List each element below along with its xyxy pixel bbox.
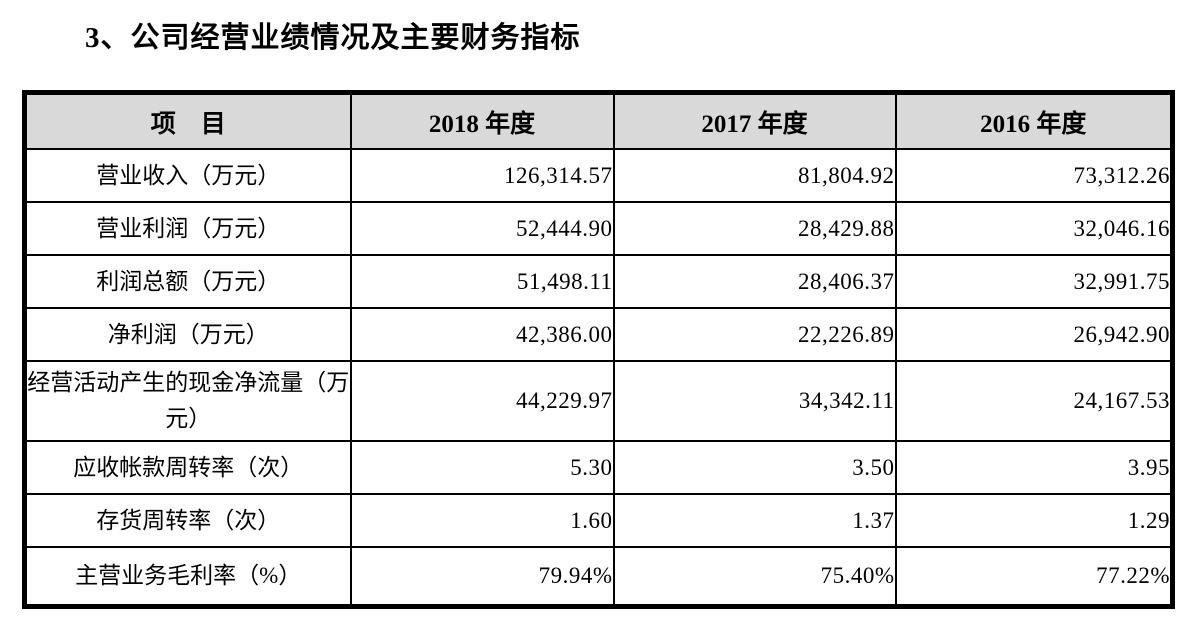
value-cell: 22,226.89 [612, 307, 897, 362]
value-cell: 51,498.11 [349, 254, 615, 309]
value-cell: 42,386.00 [349, 307, 615, 362]
table-row-operating-revenue: 营业收入（万元） 126,314.57 81,804.92 73,312.26 [23, 148, 1174, 203]
value-cell: 126,314.57 [349, 148, 615, 203]
value-cell: 28,406.37 [612, 254, 897, 309]
table-row-operating-profit: 营业利润（万元） 52,444.90 28,429.88 32,046.16 [23, 201, 1174, 256]
financial-indicators-table: 项 目 2018 年度 2017 年度 2016 年度 营业收入（万元） 126… [22, 90, 1175, 609]
section-title: 3、公司经营业绩情况及主要财务指标 [85, 22, 581, 54]
value-cell: 81,804.92 [612, 148, 897, 203]
value-cell: 3.50 [612, 440, 897, 495]
table-row-receivables-turnover: 应收帐款周转率（次） 5.30 3.50 3.95 [23, 440, 1174, 495]
value-cell: 26,942.90 [894, 307, 1174, 362]
table-row-total-profit: 利润总额（万元） 51,498.11 28,406.37 32,991.75 [23, 254, 1174, 309]
row-label: 主营业务毛利率（%） [23, 546, 352, 608]
value-cell: 73,312.26 [894, 148, 1174, 203]
value-cell: 3.95 [894, 440, 1174, 495]
value-cell: 1.37 [612, 493, 897, 548]
value-cell: 34,342.11 [612, 360, 897, 442]
value-cell: 5.30 [349, 440, 615, 495]
row-label: 净利润（万元） [23, 307, 352, 362]
header-cell-2016: 2016 年度 [894, 91, 1174, 150]
table-row-net-profit: 净利润（万元） 42,386.00 22,226.89 26,942.90 [23, 307, 1174, 362]
table-row-gross-margin: 主营业务毛利率（%） 79.94% 75.40% 77.22% [23, 546, 1174, 608]
table-row-inventory-turnover: 存货周转率（次） 1.60 1.37 1.29 [23, 493, 1174, 548]
row-label: 利润总额（万元） [23, 254, 352, 309]
value-cell: 1.60 [349, 493, 615, 548]
value-cell: 32,991.75 [894, 254, 1174, 309]
row-label: 应收帐款周转率（次） [23, 440, 352, 495]
value-cell: 28,429.88 [612, 201, 897, 256]
value-cell: 24,167.53 [894, 360, 1174, 442]
row-label: 营业利润（万元） [23, 201, 352, 256]
row-label: 存货周转率（次） [23, 493, 352, 548]
row-label: 营业收入（万元） [23, 148, 352, 203]
value-cell: 77.22% [894, 546, 1174, 608]
value-cell: 52,444.90 [349, 201, 615, 256]
value-cell: 79.94% [349, 546, 615, 608]
header-cell-item: 项 目 [23, 91, 352, 150]
value-cell: 75.40% [612, 546, 897, 608]
value-cell: 32,046.16 [894, 201, 1174, 256]
value-cell: 44,229.97 [349, 360, 615, 442]
table-row-operating-cash-flow: 经营活动产生的现金净流量（万元） 44,229.97 34,342.11 24,… [23, 360, 1174, 442]
row-label: 经营活动产生的现金净流量（万元） [23, 360, 352, 442]
table-header-row: 项 目 2018 年度 2017 年度 2016 年度 [23, 91, 1174, 150]
header-cell-2017: 2017 年度 [612, 91, 897, 150]
value-cell: 1.29 [894, 493, 1174, 548]
header-cell-2018: 2018 年度 [349, 91, 615, 150]
